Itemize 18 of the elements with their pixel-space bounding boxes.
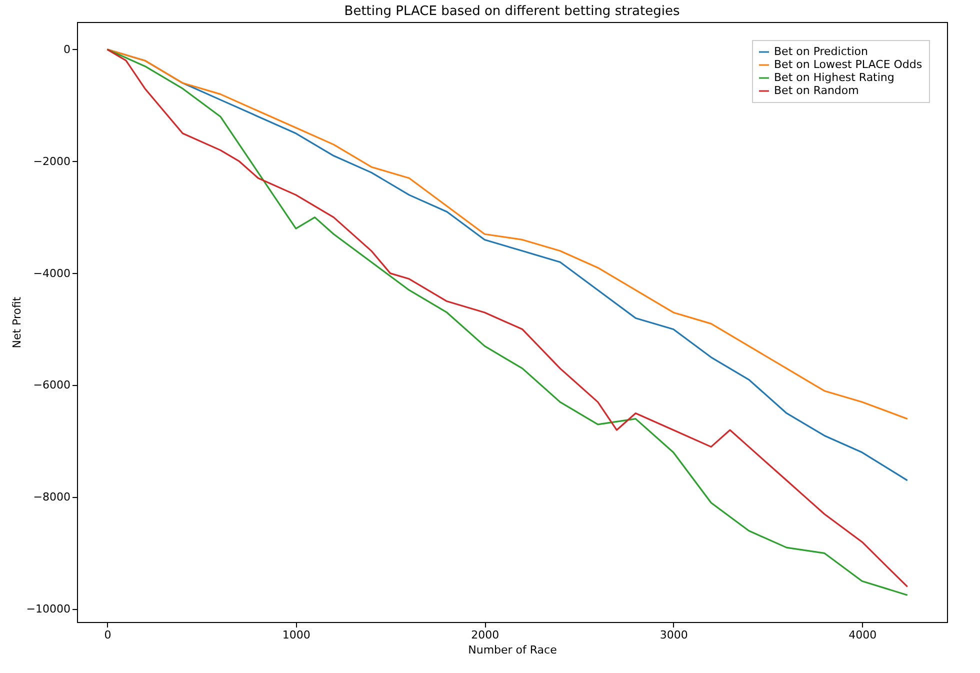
y-tick-label: −6000 [33, 378, 70, 392]
y-tick-label: −10000 [26, 602, 70, 616]
chart-title: Betting PLACE based on different betting strategies [344, 4, 680, 19]
x-tick-label: 1000 [282, 628, 310, 642]
y-tick-label: −4000 [33, 266, 70, 280]
y-tick-label: 0 [64, 42, 70, 56]
legend-label: Bet on Highest Rating [774, 71, 894, 84]
x-tick-label: 2000 [471, 628, 500, 642]
x-tick-label: 3000 [660, 628, 688, 642]
legend-label: Bet on Prediction [774, 45, 868, 58]
legend-label: Bet on Random [774, 84, 859, 97]
y-axis-title: Net Profit [10, 296, 24, 348]
legend-label: Bet on Lowest PLACE Odds [774, 58, 922, 71]
x-tick-label: 0 [104, 628, 112, 642]
x-tick-label: 4000 [848, 628, 877, 642]
x-axis-title: Number of Race [468, 644, 558, 656]
y-tick-label: −2000 [33, 154, 70, 168]
y-tick-label: −8000 [33, 490, 70, 504]
